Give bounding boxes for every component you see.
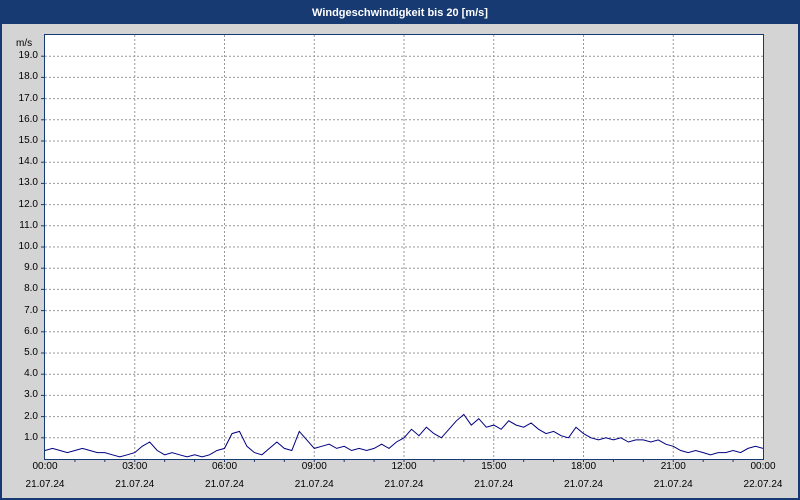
x-tick-date-label: 21.07.24 [564, 479, 603, 490]
x-tick-time-label: 06:00 [211, 461, 238, 472]
x-tick-date-label: 21.07.24 [205, 479, 244, 490]
y-tick-label: 12.0 [18, 198, 38, 210]
y-tick-label: 15.0 [18, 135, 38, 146]
x-tick-date-label: 21.07.24 [25, 479, 65, 490]
x-axis-date-labels: 21.07.24 21.07.24 21.07.24 21.07.24 21.07.24… [2, 479, 798, 493]
x-axis-time-labels: 00:00 03:00 06:00 09:00 12:00 15:00 18:00 21:00… [2, 461, 798, 475]
y-tick-label: 19.0 [18, 50, 38, 62]
x-tick-date-label: 21.07.24 [384, 479, 424, 490]
y-tick-label: 6.0 [24, 325, 38, 337]
chart-title: Windgeschwindigkeit bis 20 [m/s] [2, 2, 798, 24]
x-tick-date-label: 21.07.24 [474, 479, 514, 490]
y-tick-label: 5.0 [24, 347, 38, 358]
x-tick-date-label: 21.07.24 [653, 479, 693, 490]
y-tick-label: 4.0 [24, 368, 38, 380]
x-tick-date-label: 21.07.24 [115, 479, 155, 490]
x-tick-time-label: 15:00 [481, 461, 507, 472]
x-tick-time-label: 00:00 [750, 461, 776, 472]
y-tick-label: 1.0 [24, 431, 38, 443]
x-tick-time-label: 03:00 [122, 461, 148, 472]
x-tick-time-label: 21:00 [660, 461, 686, 472]
x-tick-date-label: 22.07.24 [743, 479, 783, 490]
y-tick-label: 7.0 [24, 304, 38, 316]
y-tick-label: 11.0 [19, 219, 38, 231]
y-axis-labels: 19.0 18.0 17.0 16.0 15.0 14.0 13.0 12.0 11.0 10.0… [2, 24, 40, 498]
x-tick-time-label: 12:00 [391, 461, 417, 472]
y-tick-label: 8.0 [24, 283, 38, 295]
y-tick-label: 2.0 [24, 410, 38, 422]
plot-area [41, 34, 764, 462]
y-tick-label: 10.0 [18, 241, 38, 252]
chart-container: m/s 19.0 18.0 17.0 16.0 15.0 14.0 13.0 12.0 11.0… [2, 24, 798, 498]
y-tick-label: 16.0 [18, 113, 38, 125]
y-axis-unit-label: m/s [16, 38, 33, 49]
y-tick-label: 18.0 [18, 71, 38, 83]
y-tick-label: 17.0 [18, 92, 38, 104]
x-tick-time-label: 18:00 [570, 461, 597, 472]
y-tick-label: 14.0 [18, 156, 38, 168]
x-tick-date-label: 21.07.24 [294, 479, 334, 490]
y-tick-label: 3.0 [24, 389, 38, 401]
x-tick-time-label: 00:00 [32, 461, 58, 472]
x-tick-time-label: 09:00 [301, 461, 327, 472]
wind-speed-line [44, 413, 764, 458]
y-tick-label: 9.0 [24, 262, 38, 274]
y-tick-label: 13.0 [18, 177, 38, 189]
plot-svg [41, 35, 764, 462]
